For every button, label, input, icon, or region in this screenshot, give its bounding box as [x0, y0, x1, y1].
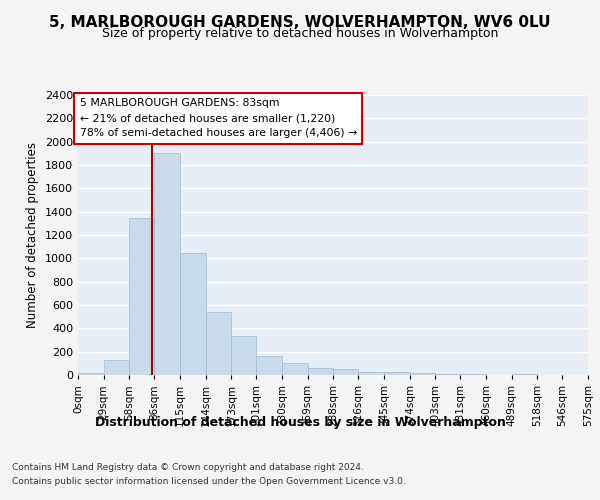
Bar — [334, 368, 358, 375]
Bar — [232, 336, 256, 375]
Bar — [256, 356, 282, 375]
Bar — [78, 373, 104, 375]
Bar — [308, 368, 334, 375]
Bar — [130, 218, 154, 375]
Y-axis label: Number of detached properties: Number of detached properties — [26, 142, 40, 328]
Bar — [282, 363, 308, 375]
Bar — [154, 154, 180, 375]
Bar — [358, 372, 384, 375]
Bar — [512, 374, 538, 375]
Text: Size of property relative to detached houses in Wolverhampton: Size of property relative to detached ho… — [102, 28, 498, 40]
Bar — [206, 312, 232, 375]
Bar — [180, 252, 206, 375]
Text: Contains HM Land Registry data © Crown copyright and database right 2024.: Contains HM Land Registry data © Crown c… — [12, 464, 364, 472]
Bar — [384, 372, 410, 375]
Bar — [104, 360, 130, 375]
Bar — [410, 373, 436, 375]
Text: Distribution of detached houses by size in Wolverhampton: Distribution of detached houses by size … — [95, 416, 505, 429]
Text: 5, MARLBOROUGH GARDENS, WOLVERHAMPTON, WV6 0LU: 5, MARLBOROUGH GARDENS, WOLVERHAMPTON, W… — [49, 15, 551, 30]
Bar — [436, 374, 460, 375]
Text: 5 MARLBOROUGH GARDENS: 83sqm
← 21% of detached houses are smaller (1,220)
78% of: 5 MARLBOROUGH GARDENS: 83sqm ← 21% of de… — [80, 98, 357, 138]
Text: Contains public sector information licensed under the Open Government Licence v3: Contains public sector information licen… — [12, 477, 406, 486]
Bar — [460, 374, 486, 375]
